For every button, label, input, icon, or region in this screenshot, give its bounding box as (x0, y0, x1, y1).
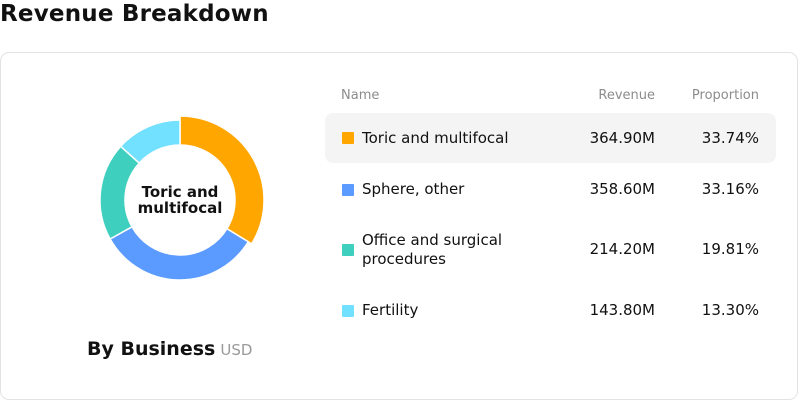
donut-slice-toric-and-multifocal[interactable] (179, 115, 265, 245)
row-proportion: 33.74% (701, 129, 759, 147)
caption-unit: USD (220, 341, 253, 359)
row-name: Sphere, other (362, 180, 465, 198)
donut-chart: Toric and multifocal (95, 115, 265, 285)
donut-center-label: Toric and multifocal (137, 183, 223, 217)
table-row-office[interactable]: Office and surgical procedures 214.20M 1… (325, 219, 776, 281)
header-revenue: Revenue (598, 88, 655, 103)
row-revenue: 214.20M (589, 240, 655, 258)
legend-swatch (342, 184, 354, 196)
row-proportion: 13.30% (701, 301, 759, 319)
legend-swatch (342, 244, 354, 256)
row-name: Office and surgical procedures (362, 231, 503, 268)
header-name: Name (341, 88, 380, 103)
row-revenue: 364.90M (589, 129, 655, 147)
table-row-sphere[interactable]: Sphere, other 358.60M 33.16% (325, 165, 776, 215)
table-row-toric[interactable]: Toric and multifocal 364.90M 33.74% (325, 113, 776, 163)
donut-slice-fertility[interactable] (119, 119, 181, 165)
donut-svg (99, 115, 265, 281)
legend-swatch (342, 305, 354, 317)
chart-caption: By Business USD (87, 338, 252, 360)
header-proportion: Proportion (691, 88, 759, 103)
caption-title: By Business (87, 338, 216, 360)
row-proportion: 19.81% (701, 240, 759, 258)
row-revenue: 143.80M (589, 301, 655, 319)
table-header: Name Revenue Proportion (341, 88, 761, 106)
row-proportion: 33.16% (701, 180, 759, 198)
row-revenue: 358.60M (589, 180, 655, 198)
legend-swatch (342, 132, 354, 144)
revenue-card: Toric and multifocal By Business USD Name… (0, 52, 798, 400)
page-title: Revenue Breakdown (0, 1, 269, 27)
row-name: Fertility (362, 301, 419, 319)
row-name: Toric and multifocal (362, 129, 509, 147)
table-row-fertility[interactable]: Fertility 143.80M 13.30% (325, 285, 776, 335)
